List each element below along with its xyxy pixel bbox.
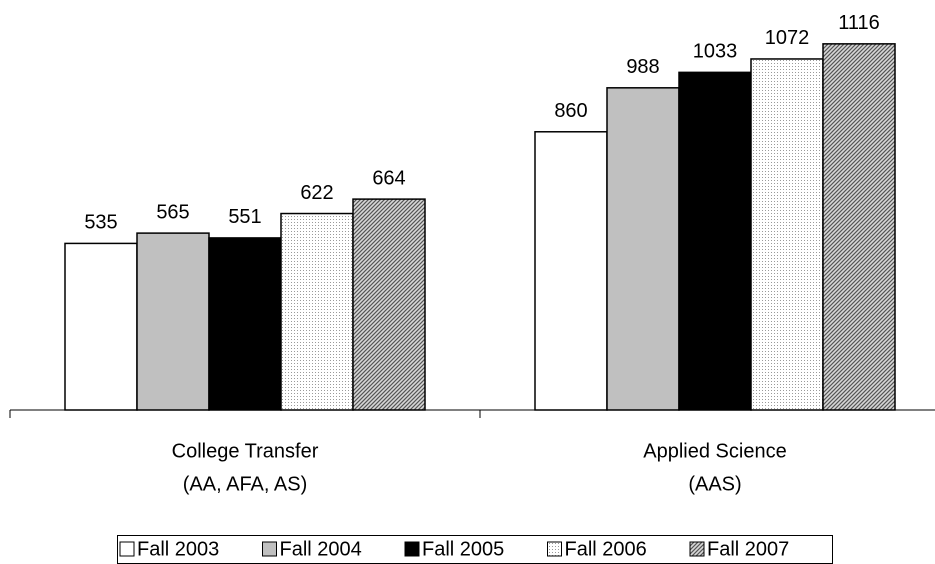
data-label: 535 — [84, 212, 117, 234]
x-tick-label: Applied Science — [643, 440, 786, 462]
data-label: 860 — [554, 100, 587, 122]
legend-swatch — [262, 541, 277, 557]
data-label: 622 — [300, 182, 333, 204]
bar — [352, 198, 426, 411]
data-label: 551 — [228, 206, 261, 228]
legend-label: Fall 2005 — [422, 538, 504, 560]
legend-label: Fall 2006 — [565, 538, 647, 560]
legend-swatch — [547, 541, 562, 557]
bar — [136, 232, 210, 411]
legend-label: Fall 2007 — [707, 538, 789, 560]
data-label: 1072 — [765, 27, 810, 49]
legend-swatch — [404, 541, 420, 557]
data-label: 565 — [156, 201, 189, 223]
legend-label: Fall 2003 — [137, 538, 219, 560]
x-tick-label: (AA, AFA, AS) — [183, 473, 308, 495]
bar — [750, 58, 824, 411]
bar — [64, 242, 138, 411]
bar — [822, 43, 896, 411]
bar — [678, 71, 752, 411]
bar — [208, 237, 282, 411]
legend-label: Fall 2004 — [280, 538, 362, 560]
bar — [280, 212, 354, 411]
x-tick-label: College Transfer — [172, 440, 319, 462]
data-label: 988 — [626, 56, 659, 78]
legend-swatch — [119, 541, 135, 557]
legend-box — [117, 535, 833, 564]
bar — [606, 87, 680, 411]
data-label: 1116 — [838, 12, 880, 34]
x-tick-label: (AAS) — [688, 473, 741, 495]
legend-swatch — [689, 541, 705, 557]
data-label: 664 — [372, 167, 405, 189]
data-label: 1033 — [693, 41, 738, 63]
bar — [534, 131, 608, 411]
